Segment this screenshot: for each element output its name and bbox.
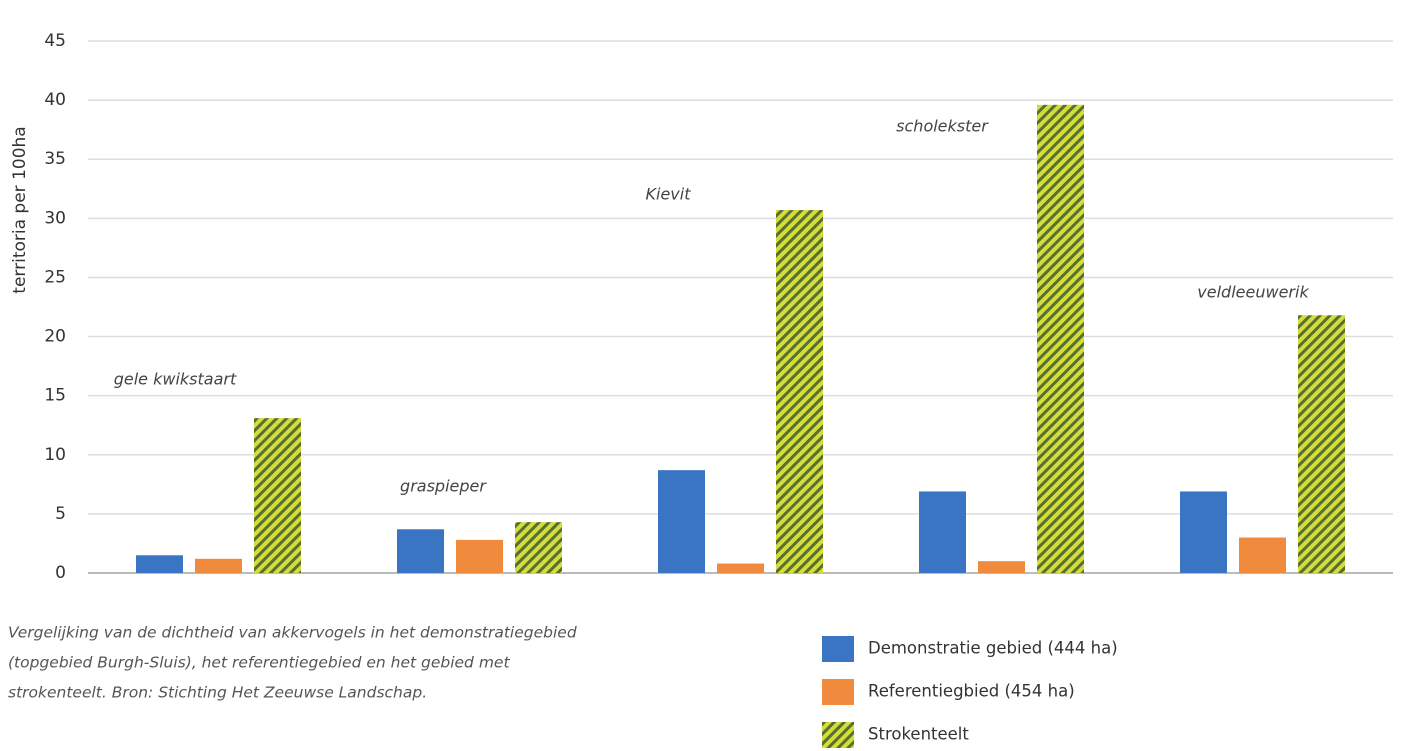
legend-swatch: [822, 636, 854, 662]
bar: [456, 539, 503, 573]
y-tick-label: 15: [44, 386, 66, 406]
bar: [978, 561, 1025, 573]
legend-label: Strokenteelt: [868, 725, 969, 744]
y-tick-label: 20: [44, 327, 66, 347]
category-label: scholekster: [896, 117, 989, 136]
legend-swatch: [822, 722, 854, 748]
legend-label: Demonstratie gebied (444 ha): [868, 639, 1118, 658]
bar: [515, 522, 562, 573]
category-label: graspieper: [400, 477, 487, 496]
legend-label: Referentiegbied (454 ha): [868, 682, 1075, 701]
y-tick-label: 5: [55, 504, 66, 524]
bar: [195, 558, 242, 573]
y-tick-label: 25: [44, 267, 66, 287]
bar: [397, 529, 444, 573]
y-tick-label: 10: [44, 445, 66, 465]
bar: [1298, 315, 1345, 573]
y-axis-label: territoria per 100ha: [10, 126, 30, 293]
bar: [658, 470, 705, 573]
bar: [1239, 537, 1286, 573]
category-label: Kievit: [646, 185, 692, 204]
bar: [919, 491, 966, 573]
bar: [776, 210, 823, 573]
y-tick-label: 30: [44, 208, 66, 228]
y-tick-label: 35: [44, 149, 66, 169]
bar: [136, 555, 183, 573]
bar: [1037, 104, 1084, 573]
y-tick-label: 0: [55, 563, 66, 583]
caption-line: Vergelijking van de dichtheid van akkerv…: [8, 624, 577, 642]
caption-line: strokenteelt. Bron: Stichting Het Zeeuws…: [8, 684, 427, 702]
y-tick-label: 40: [44, 90, 66, 110]
bar: [717, 563, 764, 573]
bar: [254, 418, 301, 573]
legend-swatch: [822, 679, 854, 705]
category-label: gele kwikstaart: [114, 370, 237, 389]
bar: [1180, 491, 1227, 573]
y-tick-label: 45: [44, 31, 66, 51]
category-label: veldleeuwerik: [1197, 283, 1309, 302]
caption-line: (topgebied Burgh-Sluis), het referentieg…: [8, 654, 510, 672]
